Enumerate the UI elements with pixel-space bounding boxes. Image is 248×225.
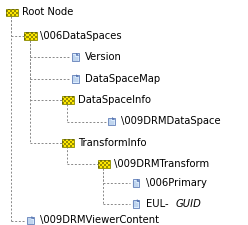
Bar [62, 145, 64, 147]
Polygon shape [137, 179, 139, 181]
Text: \009DRMTransform: \009DRMTransform [114, 159, 209, 169]
Bar [66, 145, 68, 147]
Polygon shape [76, 53, 79, 55]
Bar [27, 216, 34, 225]
Bar [62, 139, 74, 147]
Bar [104, 164, 106, 166]
Bar [100, 160, 102, 162]
Bar [14, 11, 16, 12]
Bar [16, 9, 18, 11]
Bar [10, 14, 12, 16]
Bar [62, 96, 74, 104]
Bar [68, 96, 70, 98]
Bar [27, 36, 29, 38]
Bar [16, 12, 18, 14]
Bar [72, 75, 79, 83]
Bar [24, 32, 37, 40]
Polygon shape [32, 216, 34, 218]
Bar [97, 162, 100, 164]
Bar [108, 117, 115, 126]
Text: DataSpaceMap: DataSpaceMap [85, 74, 160, 84]
Bar [8, 9, 10, 11]
Bar [68, 143, 70, 145]
Bar [102, 162, 104, 164]
Bar [100, 164, 102, 166]
Bar [133, 179, 139, 187]
Bar [27, 32, 29, 34]
Bar [70, 98, 72, 100]
Text: EUL-: EUL- [146, 199, 168, 209]
Bar [62, 141, 64, 143]
Text: Version: Version [85, 52, 122, 62]
Text: TransformInfo: TransformInfo [78, 138, 146, 148]
Bar [97, 160, 110, 168]
Text: DataSpaceInfo: DataSpaceInfo [78, 95, 151, 105]
Bar [64, 100, 66, 102]
Bar [6, 9, 18, 16]
Bar [29, 38, 31, 40]
Bar [6, 14, 8, 16]
Bar [64, 139, 66, 141]
Text: \006Primary: \006Primary [146, 178, 207, 188]
Bar [66, 98, 68, 100]
Bar [66, 102, 68, 104]
Text: GUID: GUID [176, 199, 202, 209]
Bar [70, 102, 72, 104]
Bar [29, 34, 31, 36]
Text: \009DRMViewerContent: \009DRMViewerContent [40, 216, 159, 225]
Text: Root Node: Root Node [22, 7, 73, 17]
Bar [70, 141, 72, 143]
Text: \006DataSpaces: \006DataSpaces [40, 31, 122, 41]
Bar [97, 166, 100, 168]
Bar [108, 160, 110, 162]
Bar [72, 53, 79, 61]
Bar [35, 36, 37, 38]
Bar [14, 14, 16, 16]
Bar [64, 96, 66, 98]
Bar [106, 162, 108, 164]
Text: \009DRMDataSpace: \009DRMDataSpace [121, 117, 221, 126]
Bar [32, 34, 35, 36]
Bar [70, 145, 72, 147]
Bar [31, 32, 32, 34]
Bar [106, 166, 108, 168]
Bar [72, 139, 74, 141]
Bar [72, 143, 74, 145]
Bar [133, 200, 139, 208]
Bar [108, 164, 110, 166]
Bar [24, 34, 27, 36]
Bar [8, 12, 10, 14]
Bar [68, 139, 70, 141]
Polygon shape [137, 200, 139, 202]
Bar [72, 100, 74, 102]
Bar [64, 143, 66, 145]
Bar [104, 160, 106, 162]
Bar [6, 11, 8, 12]
Bar [10, 11, 12, 12]
Bar [102, 166, 104, 168]
Bar [12, 9, 14, 11]
Bar [32, 38, 35, 40]
Bar [35, 32, 37, 34]
Bar [31, 36, 32, 38]
Bar [62, 98, 64, 100]
Bar [66, 141, 68, 143]
Polygon shape [76, 75, 79, 77]
Bar [24, 38, 27, 40]
Bar [12, 12, 14, 14]
Bar [62, 102, 64, 104]
Bar [72, 96, 74, 98]
Bar [68, 100, 70, 102]
Polygon shape [112, 117, 115, 119]
